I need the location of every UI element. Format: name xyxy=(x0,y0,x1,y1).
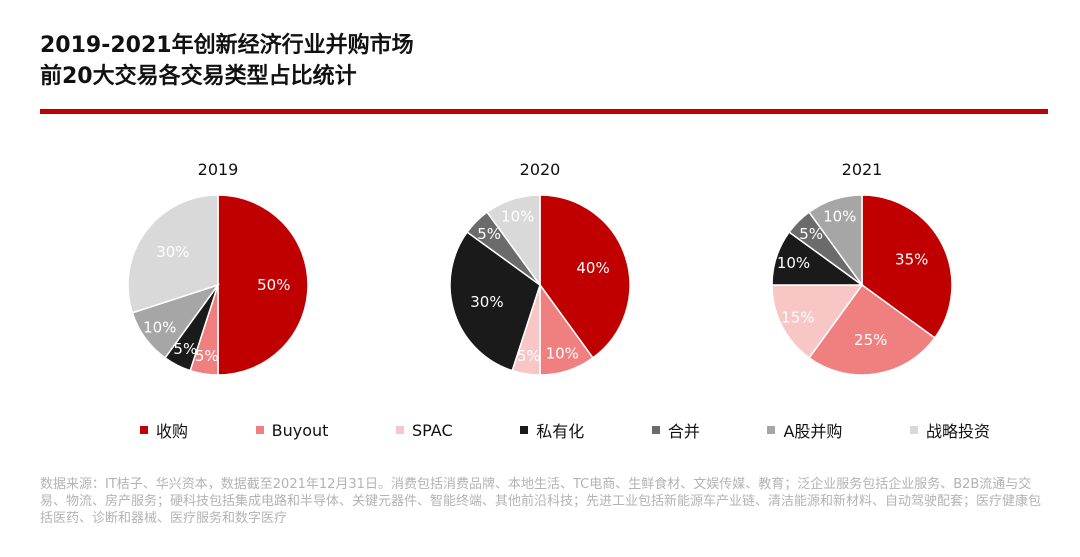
pie-chart-2021: 35%25%15%10%5%10% xyxy=(771,194,953,376)
pie-chart-2020: 40%10%5%30%5%10% xyxy=(449,194,631,376)
legend-swatch-5 xyxy=(767,426,776,434)
title-line-1: 2019-2021年创新经济行业并购市场 xyxy=(40,33,414,58)
pie-label-2021-2: 15% xyxy=(781,309,814,327)
legend-swatch-2 xyxy=(396,426,404,434)
pie-label-2020-3: 30% xyxy=(470,293,503,311)
legend-swatch-3 xyxy=(520,426,529,434)
pie-label-2021-1: 25% xyxy=(854,331,887,349)
pie-slice-2020-0 xyxy=(539,194,631,359)
pie-title-2019: 2019 xyxy=(197,160,239,179)
pie-title-2020: 2020 xyxy=(519,160,561,179)
legend-label-1: Buyout xyxy=(271,420,329,440)
pie-title-2021: 2021 xyxy=(841,160,883,179)
pie-label-2020-2: 5% xyxy=(517,347,541,365)
pie-chart-2019: 50% 5%5% 10% 30% xyxy=(127,194,309,376)
pie-slice-2021-1 xyxy=(808,283,936,376)
pie-slice-2021-5 xyxy=(808,194,863,288)
pie-label-2019-0: 50% xyxy=(257,276,290,294)
title-line-2: 前20大交易各交易类型占比统计 xyxy=(40,64,357,89)
legend-item-4: 合并 xyxy=(651,418,700,442)
legend-label-2: SPAC xyxy=(412,420,453,440)
legend-item-5: A股并购 xyxy=(767,418,842,442)
legend-item-0: 收购 xyxy=(140,418,188,442)
legend-swatch-4 xyxy=(651,426,660,434)
legend-label-5: A股并购 xyxy=(783,422,843,441)
pie-label-2021-4: 5% xyxy=(799,225,823,243)
legend-label-0: 收购 xyxy=(156,422,189,441)
pie-label-2020-0: 40% xyxy=(576,259,609,277)
pie-slice-2020-3 xyxy=(449,231,541,372)
pie-label-2020-4: 5% xyxy=(477,225,501,243)
pie-label-2019-1: 5% xyxy=(195,347,219,365)
legend-swatch-1 xyxy=(255,426,264,434)
pie-label-2021-5: 10% xyxy=(823,208,856,226)
legend-item-1: Buyout xyxy=(255,420,329,440)
pie-slice-2021-2 xyxy=(771,284,864,359)
pie-slice-2019-0 xyxy=(217,194,309,376)
legend-label-4: 合并 xyxy=(667,422,700,441)
pie-label-2020-6: 10% xyxy=(501,208,534,226)
pie-slice-2021-0 xyxy=(861,194,953,339)
legend-item-6: 战略投资 xyxy=(909,418,990,442)
pie-slice-2019-6 xyxy=(127,194,219,314)
legend-swatch-0 xyxy=(140,426,148,434)
pie-label-2019-5: 10% xyxy=(143,318,176,336)
pie-label-2021-0: 35% xyxy=(895,251,928,269)
legend: 收购 Buyout SPAC 私有化 合并 A股并购 战略投资 xyxy=(140,418,990,442)
legend-label-3: 私有化 xyxy=(536,422,585,441)
pie-label-2020-1: 10% xyxy=(546,344,579,362)
legend-swatch-6 xyxy=(909,426,918,434)
pie-label-2019-3: 5% xyxy=(173,340,197,358)
pie-slice-2020-6 xyxy=(486,194,541,288)
legend-item-2: SPAC xyxy=(396,421,453,440)
legend-item-3: 私有化 xyxy=(520,418,584,442)
title-divider xyxy=(40,109,1048,114)
pie-label-2019-6: 30% xyxy=(156,243,189,261)
legend-label-6: 战略投资 xyxy=(925,422,990,441)
chart-title: 2019-2021年创新经济行业并购市场 前20大交易各交易类型占比统计 xyxy=(40,30,414,92)
source-note: 数据来源：IT桔子、华兴资本，数据截至2021年12月31日。消费包括消费品牌、… xyxy=(40,477,1042,526)
pie-label-2021-3: 10% xyxy=(777,254,810,272)
